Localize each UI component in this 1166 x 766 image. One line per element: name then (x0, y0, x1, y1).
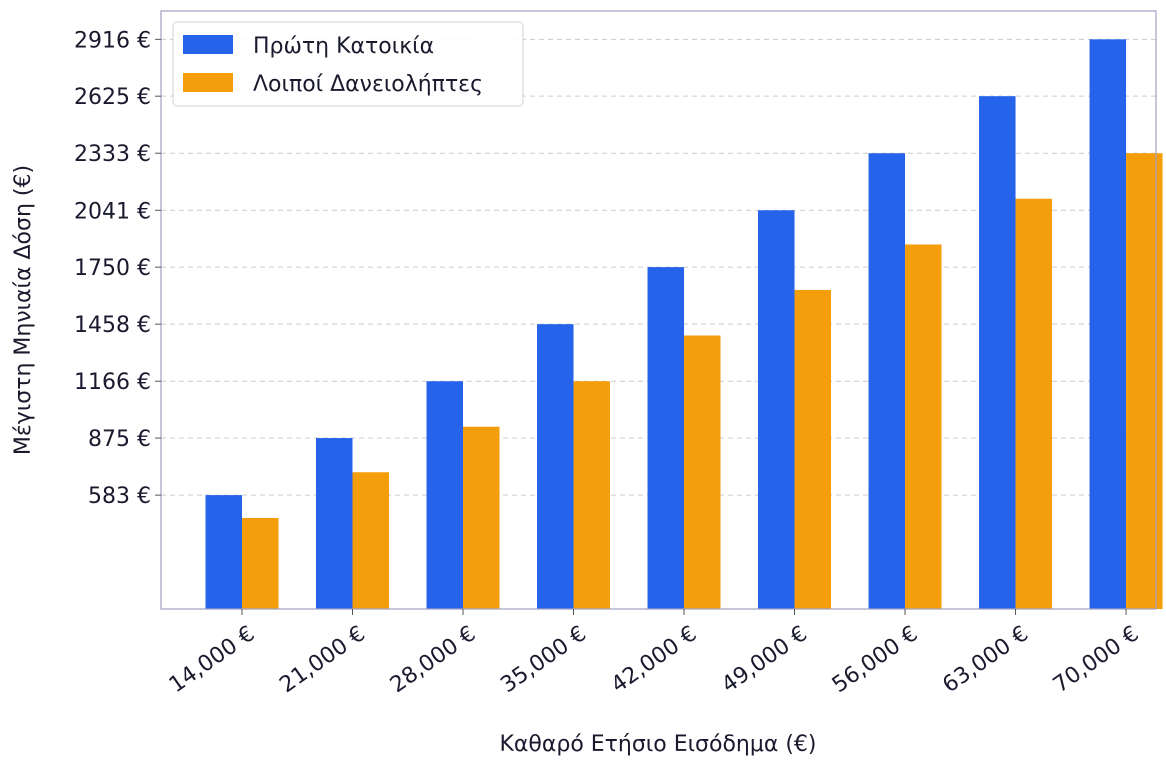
bars (205, 39, 1163, 610)
legend-box (172, 21, 524, 107)
y-tick-label: 583 € (88, 484, 151, 509)
y-tick-label: 1166 € (74, 370, 151, 395)
legend-label-first-home: Πρώτη Κατοικία (253, 34, 434, 59)
x-tick-label: 21,000 € (275, 621, 370, 698)
y-tick-label: 2041 € (74, 199, 151, 224)
bar-first-home (647, 267, 685, 609)
x-tick-label: 49,000 € (717, 621, 812, 698)
bar-other-borrowers (1015, 198, 1053, 609)
bar-first-home (316, 438, 353, 609)
x-tick-label: 14,000 € (165, 621, 260, 698)
bar-first-home (205, 495, 242, 609)
bar-other-borrowers (794, 289, 832, 609)
x-axis-label: Καθαρό Ετήσιο Εισόδημα (€) (499, 732, 816, 757)
bar-first-home (979, 96, 1016, 610)
y-tick-label: 1458 € (74, 313, 151, 338)
bar-first-home (537, 324, 574, 609)
y-axis-label: Μέγιστη Μηνιαία Δόση (€) (11, 165, 36, 455)
legend-swatch-other-borrowers (183, 73, 233, 92)
x-tick-label: 56,000 € (828, 621, 923, 698)
bar-other-borrowers (352, 472, 390, 609)
x-axis: 14,000 €21,000 €28,000 €35,000 €42,000 €… (165, 609, 1144, 698)
x-tick-label: 28,000 € (386, 621, 481, 698)
bar-other-borrowers (1126, 153, 1163, 609)
y-tick-label: 2333 € (74, 142, 151, 167)
bar-other-borrowers (684, 335, 721, 609)
y-axis: 583 € 875 € 1166 € 1458 € 1750 € 2041 € 2333 €… (74, 28, 161, 509)
y-tick-label: 875 € (88, 427, 151, 452)
x-tick-label: 63,000 € (938, 621, 1033, 698)
x-tick-label: 42,000 € (607, 621, 702, 698)
bar-first-home (758, 210, 795, 609)
bar-first-home (1089, 39, 1127, 610)
bar-other-borrowers (463, 426, 500, 609)
bar-first-home (868, 153, 906, 609)
bar-other-borrowers (905, 244, 942, 609)
bar-first-home (426, 381, 464, 609)
x-tick-label: 35,000 € (496, 621, 591, 698)
plot-frame (160, 10, 1157, 610)
y-tick-label: 2625 € (74, 85, 151, 110)
y-tick-label: 2916 € (74, 28, 151, 53)
legend-label-other-borrowers: Λοιποί Δανειολήπτες (253, 72, 483, 97)
bar-other-borrowers (242, 517, 279, 609)
x-tick-label: 70,000 € (1049, 621, 1144, 698)
bar-other-borrowers (573, 381, 611, 609)
legend-swatch-first-home (183, 35, 233, 54)
legend: Πρώτη Κατοικία Λοιποί Δανειολήπτες (172, 21, 524, 107)
y-tick-label: 1750 € (74, 256, 151, 281)
